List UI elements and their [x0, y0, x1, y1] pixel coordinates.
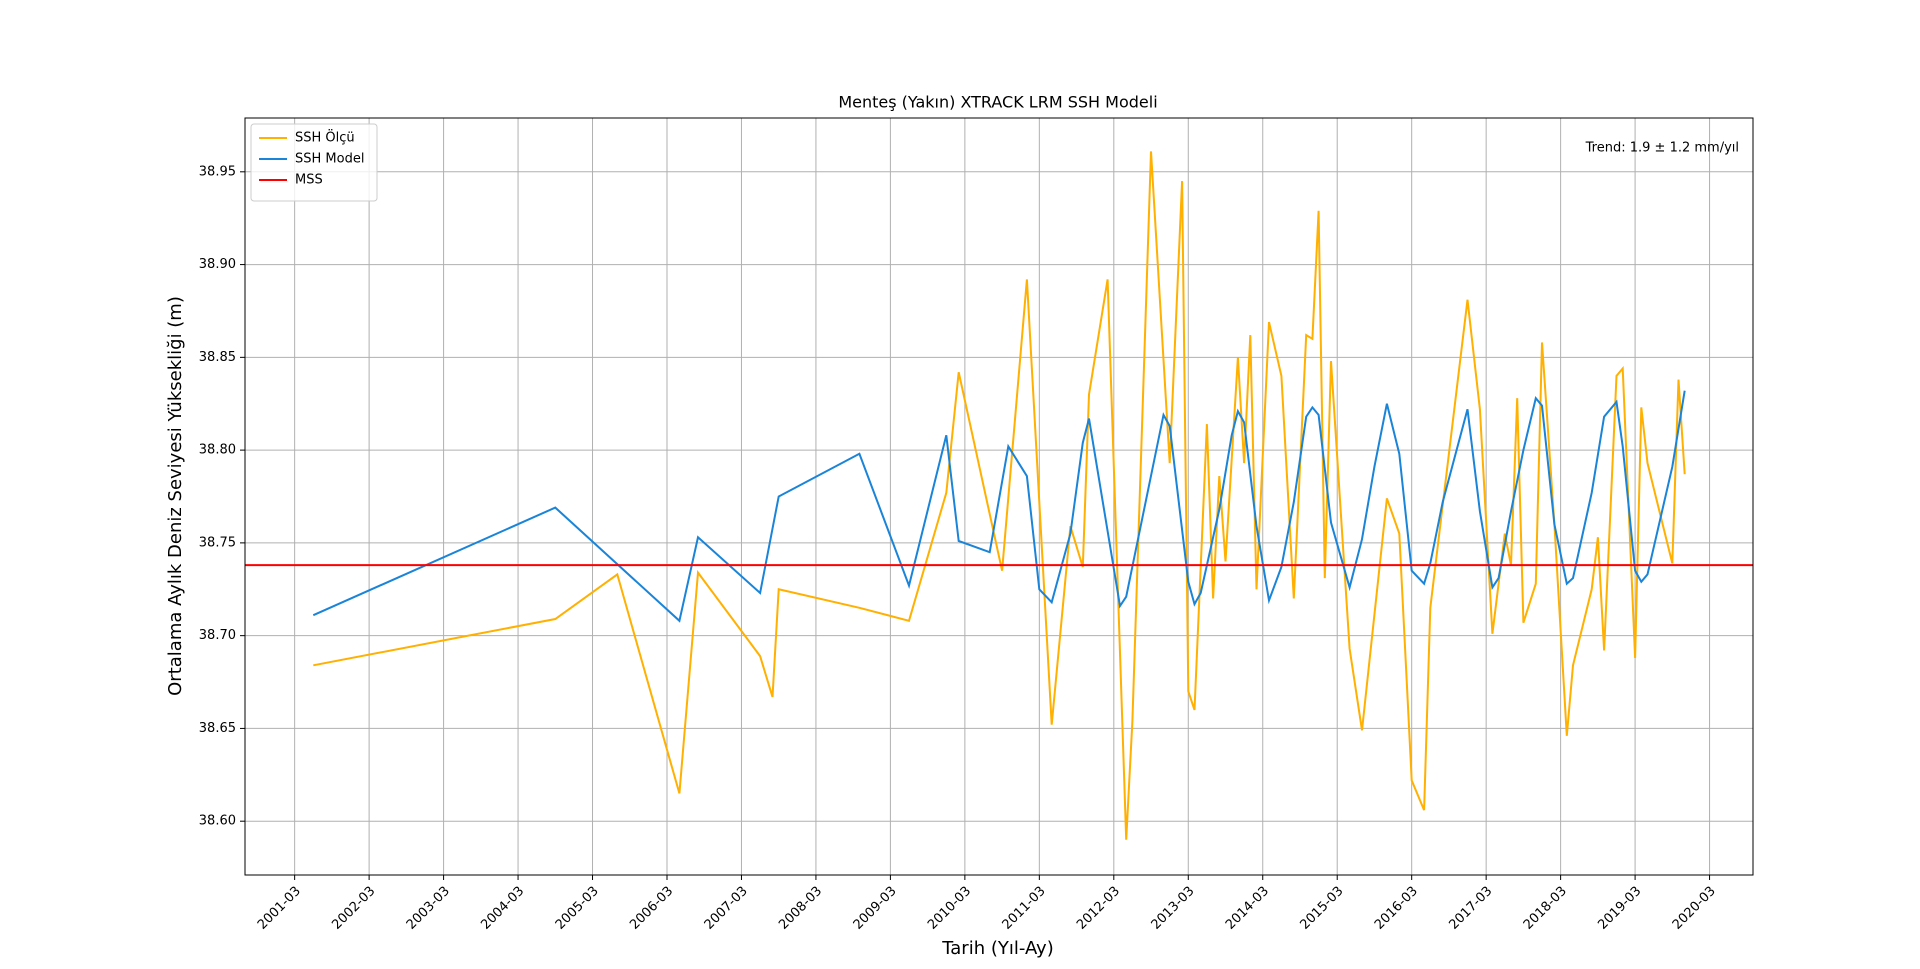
x-tick-label: 2002-03 [329, 884, 378, 933]
x-tick-label: 2010-03 [925, 884, 974, 933]
x-tick-label: 2004-03 [478, 884, 527, 933]
x-tick-label: 2007-03 [702, 884, 751, 933]
y-axis-label: Ortalama Aylık Deniz Seviyesi Yüksekliği… [165, 296, 186, 696]
trend-annotation: Trend: 1.9 ± 1.2 mm/yıl [1585, 141, 1739, 156]
y-tick-label: 38.75 [199, 535, 236, 550]
legend: SSH Ölçü SSH Model MSS [250, 123, 378, 202]
x-tick-label: 2014-03 [1223, 884, 1272, 933]
y-tick-label: 38.80 [199, 443, 236, 458]
y-tick-label: 38.90 [199, 257, 236, 272]
legend-label: SSH Model [295, 152, 364, 167]
x-tick-label: 2020-03 [1670, 884, 1719, 933]
x-tick-label: 2018-03 [1521, 884, 1570, 933]
x-tick-label: 2019-03 [1595, 884, 1644, 933]
y-tick-label: 38.60 [199, 814, 236, 829]
y-tick-label: 38.70 [199, 628, 236, 643]
x-tick-label: 2009-03 [851, 884, 900, 933]
legend-box [250, 123, 378, 202]
y-tick-label: 38.85 [199, 350, 236, 365]
x-tick-label: 2001-03 [255, 884, 304, 933]
x-tick-label: 2017-03 [1446, 884, 1495, 933]
x-tick-label: 2013-03 [1149, 884, 1198, 933]
x-tick-label: 2008-03 [776, 884, 825, 933]
y-tick-label: 38.95 [199, 164, 236, 179]
legend-label: MSS [295, 173, 323, 188]
y-tick-label: 38.65 [199, 721, 236, 736]
x-tick-label: 2012-03 [1074, 884, 1123, 933]
data-line [313, 151, 1686, 840]
plot-frame [244, 117, 1754, 876]
x-tick-label: 2005-03 [553, 884, 602, 933]
x-tick-label: 2015-03 [1297, 884, 1346, 933]
x-tick-label: 2016-03 [1372, 884, 1421, 933]
x-tick-label: 2011-03 [1000, 884, 1049, 933]
x-axis-label: Tarih (Yıl-Ay) [941, 938, 1053, 959]
legend-label: SSH Ölçü [295, 129, 355, 146]
data-line [312, 390, 1686, 623]
chart-title: Menteş (Yakın) XTRACK LRM SSH Modeli [838, 93, 1157, 112]
x-tick-label: 2003-03 [404, 884, 453, 933]
x-tick-label: 2006-03 [627, 884, 676, 933]
